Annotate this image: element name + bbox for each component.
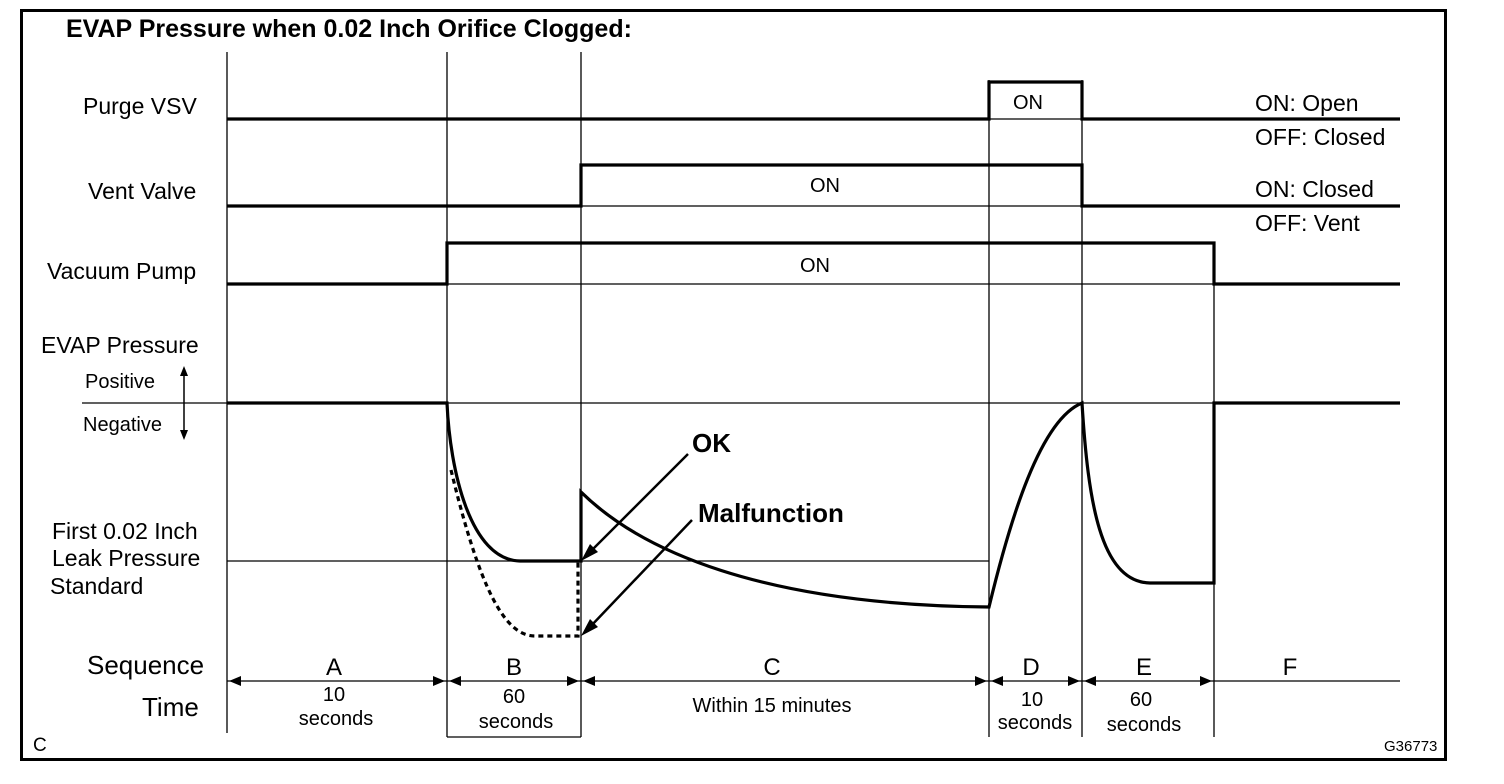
arrow-e-right: [1200, 676, 1212, 686]
vacuum-pump-signal: [227, 241, 1400, 286]
purge-legend-off: OFF: Closed: [1255, 124, 1385, 150]
phase-d-letter: D: [1022, 654, 1039, 681]
diagram-frame: [20, 9, 1447, 761]
arrow-a-right: [433, 676, 445, 686]
arrow-e-left: [1084, 676, 1096, 686]
purge-vsv-signal: [227, 80, 1400, 121]
standard-label-line2: Leak Pressure: [52, 545, 200, 571]
phase-boundaries: [226, 52, 1215, 738]
phase-b-letter: B: [506, 654, 522, 681]
ok-arrow: [581, 453, 689, 561]
phase-a-time-value: 10: [323, 684, 345, 706]
sequence-label: Sequence: [87, 650, 204, 680]
vent-valve-label: Vent Valve: [88, 178, 196, 204]
positive-label: Positive: [85, 371, 155, 393]
evap-pressure-label: EVAP Pressure: [41, 332, 199, 358]
arrow-b-left: [449, 676, 461, 686]
time-label: Time: [142, 692, 199, 722]
phase-e-letter: E: [1136, 654, 1152, 681]
phase-a-letter: A: [326, 654, 342, 681]
malfunction-arrow: [581, 519, 693, 636]
purge-vsv-label: Purge VSV: [83, 93, 197, 119]
evap-pressure-curve-malfunction: [449, 469, 580, 638]
duration-arrows: [229, 676, 1212, 686]
arrow-c-right: [975, 676, 987, 686]
purge-on-text: ON: [1013, 92, 1043, 114]
negative-label: Negative: [83, 414, 162, 436]
phase-c-letter: C: [763, 654, 780, 681]
phase-a-time-unit: seconds: [299, 708, 374, 730]
evap-pressure-curve-ok: [227, 400, 1400, 609]
diagram-title: EVAP Pressure when 0.02 Inch Orifice Clo…: [66, 15, 632, 43]
standard-label-line3: Standard: [50, 573, 143, 599]
standard-label-line1: First 0.02 Inch: [52, 518, 198, 544]
arrow-a-left: [229, 676, 241, 686]
phase-b-time-value: 60: [503, 686, 525, 708]
phase-f-letter: F: [1283, 654, 1298, 681]
vacuum-pump-label: Vacuum Pump: [47, 258, 196, 284]
arrow-b-right: [567, 676, 579, 686]
ok-label: OK: [692, 428, 731, 458]
pump-on-text: ON: [800, 255, 830, 277]
arrow-d-right: [1068, 676, 1080, 686]
purge-legend-on: ON: Open: [1255, 90, 1359, 116]
vent-on-text: ON: [810, 175, 840, 197]
corner-label: C: [33, 735, 47, 756]
phase-d-time-unit: seconds: [998, 712, 1073, 734]
vent-legend-on: ON: Closed: [1255, 176, 1374, 202]
phase-e-time-value: 60: [1130, 689, 1152, 711]
phase-b-time-unit: seconds: [479, 711, 554, 733]
phase-d-time-value: 10: [1021, 689, 1043, 711]
figure-code: G36773: [1384, 738, 1437, 755]
phase-c-time-value: Within 15 minutes: [693, 695, 852, 717]
vent-valve-signal: [227, 163, 1400, 208]
malfunction-label: Malfunction: [698, 498, 844, 528]
phase-e-time-unit: seconds: [1107, 714, 1182, 736]
arrow-c-left: [583, 676, 595, 686]
arrow-d-left: [991, 676, 1003, 686]
vent-legend-off: OFF: Vent: [1255, 210, 1360, 236]
